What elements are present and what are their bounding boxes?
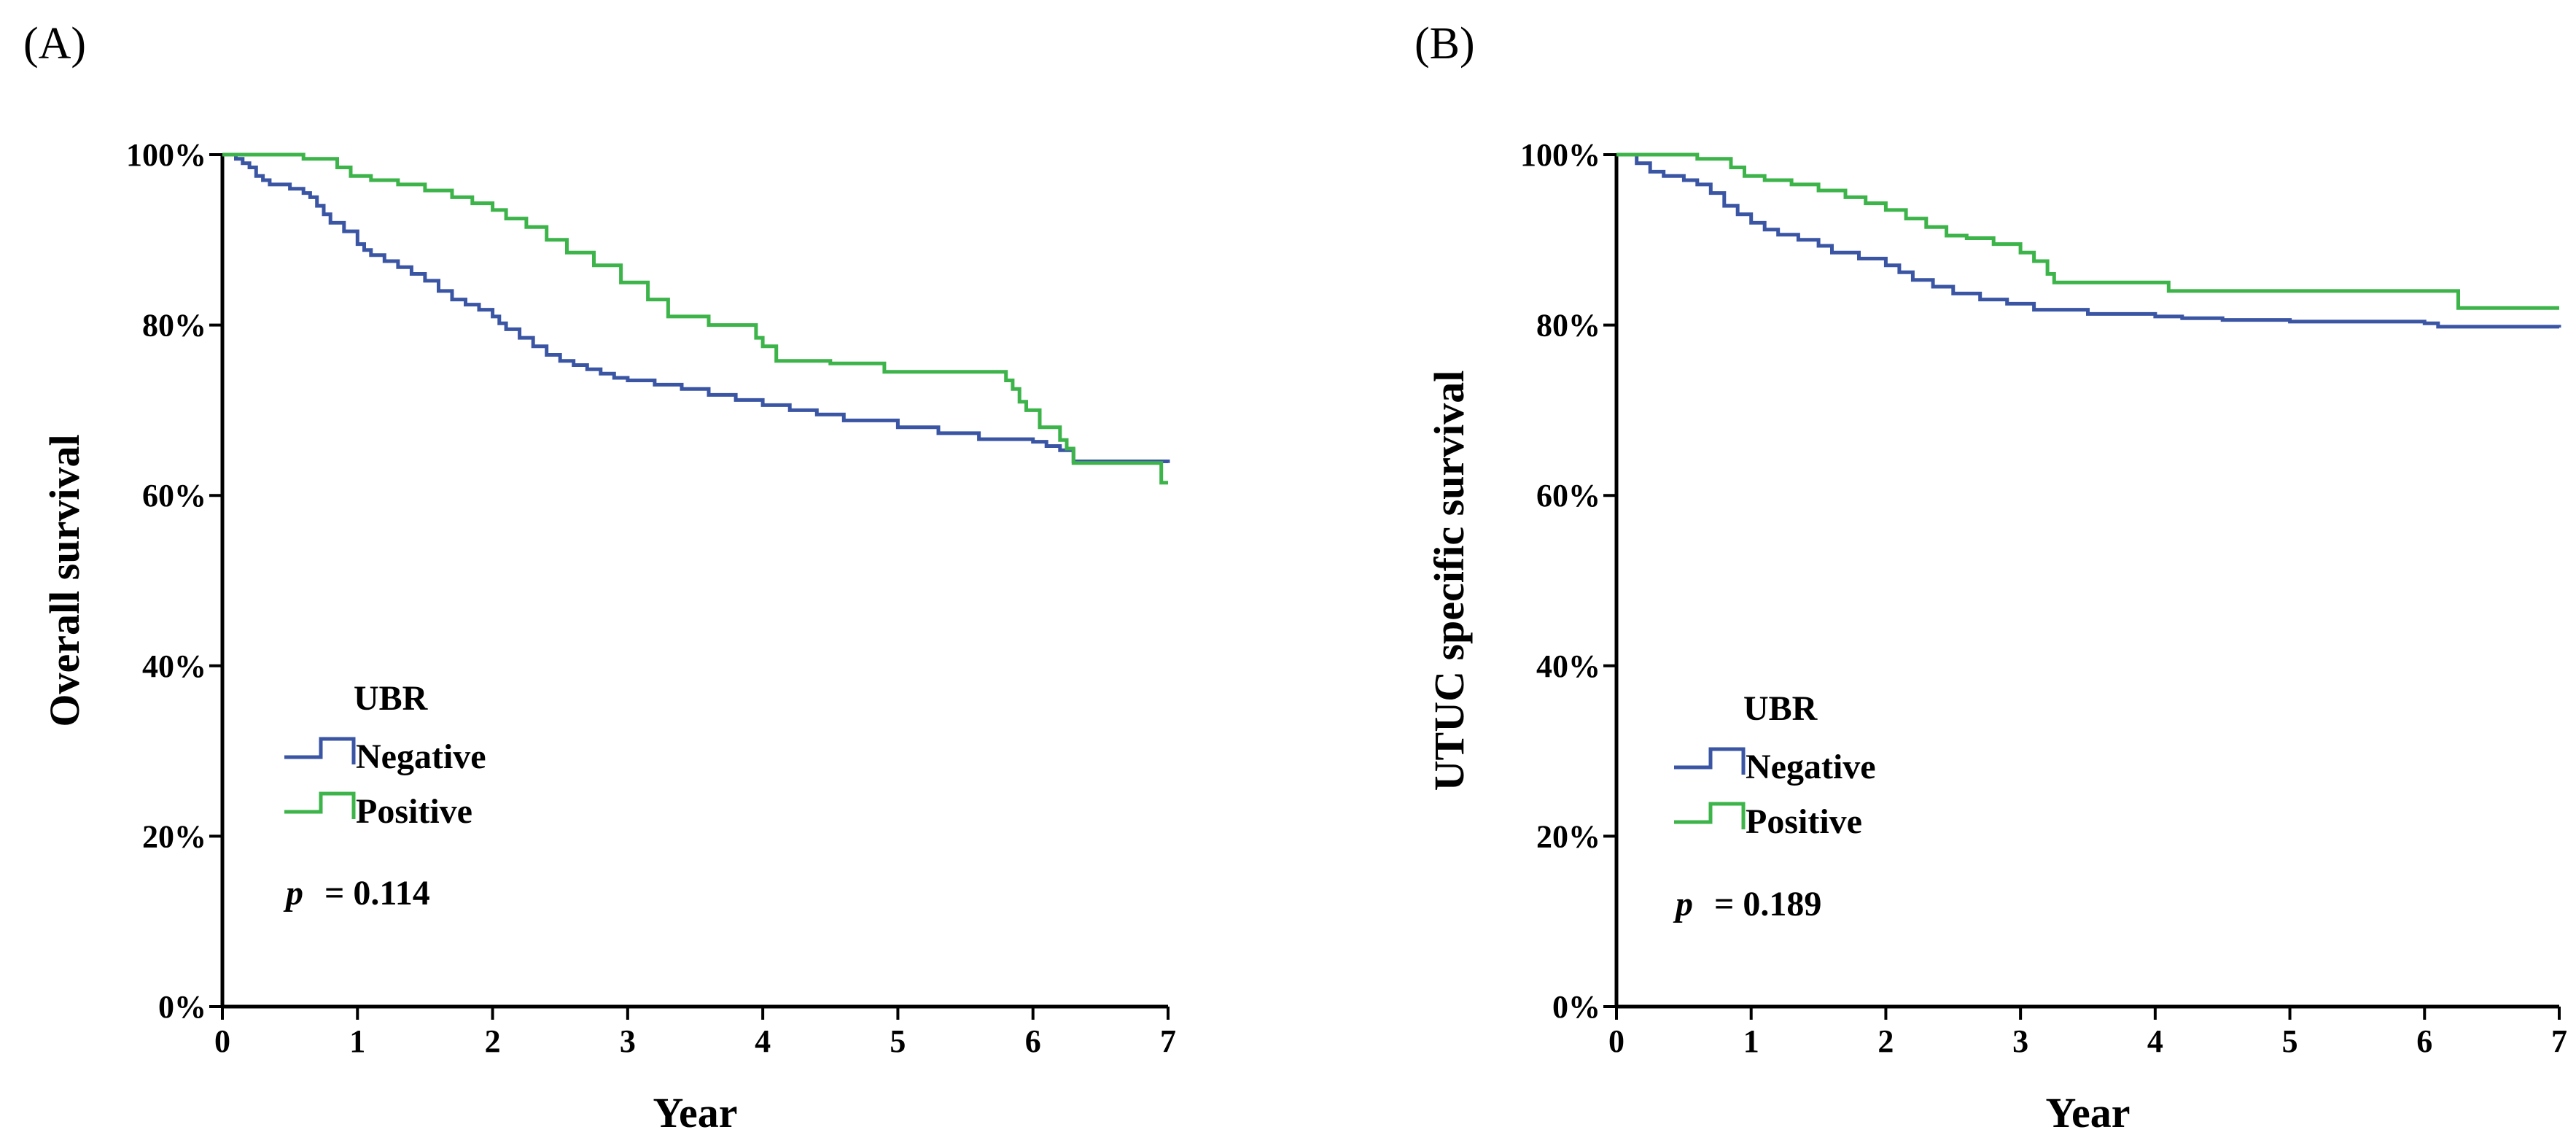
legend: UBR Negative Positive xyxy=(1674,689,1876,841)
y-tick-label: 80% xyxy=(1536,308,1600,344)
y-tick-label: 100% xyxy=(1520,137,1600,173)
legend-label-positive: Positive xyxy=(356,792,472,831)
x-tick-label: 6 xyxy=(1025,1023,1041,1059)
legend-swatch-negative xyxy=(284,737,356,764)
x-tick-label: 6 xyxy=(2416,1023,2432,1059)
p-value-text: = 0.189 xyxy=(1714,885,1821,923)
legend-swatch-positive xyxy=(284,791,356,819)
y-tick-label: 20% xyxy=(142,818,206,854)
y-axis-title: UTUC specific survival xyxy=(1425,371,1473,791)
chart-panel-a: (A) 0% 20% 40% 60% 80% 100% 0 1 2 3 4 5 6 7 Year Overall… xyxy=(23,19,1176,1136)
series-line-positive xyxy=(1616,152,2559,310)
y-tick-label: 40% xyxy=(142,648,206,684)
y-axis-title: Overall survival xyxy=(41,434,88,727)
x-axis-title: Year xyxy=(653,1089,738,1136)
p-value-symbol: p xyxy=(283,874,303,913)
x-tick-label: 1 xyxy=(349,1023,365,1059)
x-tick-label: 7 xyxy=(1160,1023,1176,1059)
legend-swatch-positive xyxy=(1674,802,1746,829)
legend-title: UBR xyxy=(354,679,429,718)
x-tick-label: 5 xyxy=(890,1023,906,1059)
series-line-negative xyxy=(222,152,1170,463)
x-tick-label: 5 xyxy=(2282,1023,2298,1059)
legend-label-negative: Negative xyxy=(1746,748,1876,786)
panel-label: (A) xyxy=(23,19,86,69)
x-tick-label: 3 xyxy=(620,1023,636,1059)
x-tick-label: 2 xyxy=(1877,1023,1894,1059)
y-tick-label: 80% xyxy=(142,308,206,344)
p-value-text: = 0.114 xyxy=(324,874,430,913)
x-tick-label: 0 xyxy=(1608,1023,1624,1059)
x-tick-label: 4 xyxy=(755,1023,771,1059)
legend-label-positive: Positive xyxy=(1746,802,1862,841)
x-tick-label: 1 xyxy=(1743,1023,1759,1059)
x-axis-title: Year xyxy=(2046,1089,2131,1136)
legend-label-negative: Negative xyxy=(356,737,486,776)
legend-swatch-negative xyxy=(1674,747,1746,775)
y-tick-label: 20% xyxy=(1536,818,1600,854)
x-tick-label: 2 xyxy=(485,1023,501,1059)
y-tick-label: 40% xyxy=(1536,648,1600,684)
legend-title: UBR xyxy=(1743,689,1818,728)
y-tick-label: 60% xyxy=(142,478,206,514)
y-tick-label: 100% xyxy=(126,137,206,173)
x-tick-label: 4 xyxy=(2147,1023,2163,1059)
series-line-negative xyxy=(1616,152,2561,329)
x-tick-label: 0 xyxy=(214,1023,230,1059)
p-value-symbol: p xyxy=(1673,885,1693,923)
chart-panel-b: (B) 0% 20% 40% 60% 80% 100% 0 1 2 3 4 5 6 7 Year UTUC sp… xyxy=(1415,19,2567,1136)
x-tick-label: 3 xyxy=(2012,1023,2028,1059)
legend: UBR Negative Positive xyxy=(284,679,486,831)
y-tick-label: 60% xyxy=(1536,478,1600,514)
y-tick-label: 0% xyxy=(1552,989,1600,1025)
series-line-positive xyxy=(222,152,1168,485)
y-tick-label: 0% xyxy=(158,989,206,1025)
panel-label: (B) xyxy=(1415,19,1475,69)
x-tick-label: 7 xyxy=(2551,1023,2567,1059)
